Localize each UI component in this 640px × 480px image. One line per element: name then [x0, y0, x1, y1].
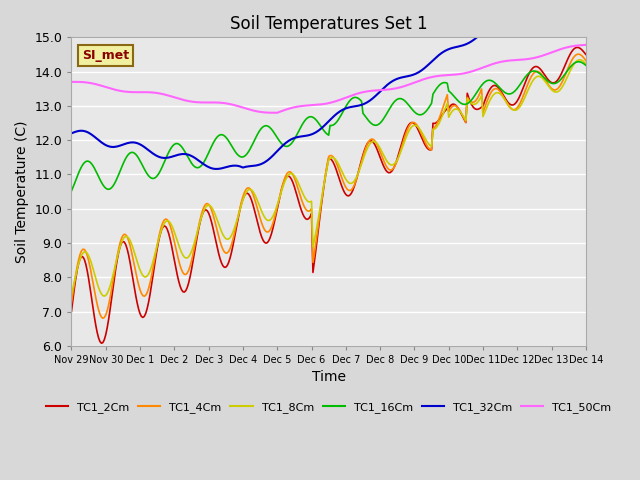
Y-axis label: Soil Temperature (C): Soil Temperature (C): [15, 120, 29, 263]
TC1_4Cm: [379, 156, 387, 162]
TC1_16Cm: [82, 159, 90, 165]
TC1_50Cm: [362, 89, 370, 95]
TC1_50Cm: [163, 92, 171, 98]
TC1_2Cm: [362, 144, 370, 149]
TC1_50Cm: [82, 80, 90, 85]
TC1_4Cm: [362, 145, 370, 151]
TC1_16Cm: [582, 62, 589, 68]
TC1_8Cm: [582, 61, 589, 67]
TC1_4Cm: [575, 51, 582, 57]
TC1_32Cm: [582, 17, 589, 23]
TC1_2Cm: [68, 309, 76, 314]
TC1_8Cm: [390, 161, 398, 167]
TC1_50Cm: [379, 87, 387, 93]
TC1_4Cm: [164, 219, 172, 225]
TC1_8Cm: [100, 293, 108, 299]
TC1_32Cm: [495, 17, 502, 23]
TC1_2Cm: [164, 230, 172, 236]
TC1_16Cm: [389, 101, 397, 107]
TC1_2Cm: [98, 340, 106, 346]
TC1_50Cm: [68, 79, 76, 85]
TC1_16Cm: [575, 59, 582, 65]
TC1_4Cm: [520, 90, 528, 96]
TC1_16Cm: [360, 112, 368, 118]
TC1_16Cm: [163, 153, 171, 158]
TC1_4Cm: [82, 249, 90, 254]
Line: TC1_32Cm: TC1_32Cm: [72, 20, 586, 169]
TC1_8Cm: [379, 151, 387, 157]
TC1_50Cm: [520, 57, 528, 62]
TC1_32Cm: [212, 166, 220, 172]
TC1_2Cm: [379, 162, 387, 168]
TC1_32Cm: [522, 17, 530, 23]
Line: TC1_16Cm: TC1_16Cm: [72, 62, 586, 191]
TC1_8Cm: [520, 96, 528, 101]
TC1_8Cm: [362, 149, 370, 155]
TC1_2Cm: [82, 261, 90, 267]
Line: TC1_4Cm: TC1_4Cm: [72, 54, 586, 318]
X-axis label: Time: Time: [312, 371, 346, 384]
TC1_4Cm: [582, 58, 589, 63]
Text: SI_met: SI_met: [82, 49, 129, 62]
TC1_50Cm: [582, 42, 589, 48]
Title: Soil Temperatures Set 1: Soil Temperatures Set 1: [230, 15, 428, 33]
TC1_2Cm: [390, 164, 398, 169]
TC1_32Cm: [82, 129, 90, 134]
TC1_32Cm: [379, 86, 387, 92]
TC1_32Cm: [390, 77, 398, 83]
Legend: TC1_2Cm, TC1_4Cm, TC1_8Cm, TC1_16Cm, TC1_32Cm, TC1_50Cm: TC1_2Cm, TC1_4Cm, TC1_8Cm, TC1_16Cm, TC1…: [42, 397, 616, 418]
TC1_16Cm: [68, 188, 76, 194]
TC1_16Cm: [378, 119, 385, 124]
Line: TC1_8Cm: TC1_8Cm: [72, 60, 586, 296]
TC1_2Cm: [520, 82, 528, 87]
TC1_8Cm: [82, 249, 90, 255]
TC1_32Cm: [163, 155, 171, 161]
TC1_2Cm: [582, 51, 589, 57]
TC1_4Cm: [68, 300, 76, 305]
TC1_8Cm: [68, 292, 76, 298]
Line: TC1_2Cm: TC1_2Cm: [72, 48, 586, 343]
TC1_4Cm: [390, 164, 398, 170]
Line: TC1_50Cm: TC1_50Cm: [72, 45, 586, 113]
TC1_50Cm: [390, 86, 398, 92]
TC1_2Cm: [573, 45, 581, 50]
TC1_50Cm: [271, 110, 278, 116]
TC1_4Cm: [99, 315, 107, 321]
TC1_32Cm: [362, 100, 370, 106]
TC1_32Cm: [68, 131, 76, 136]
TC1_8Cm: [576, 57, 584, 63]
TC1_16Cm: [519, 77, 527, 83]
TC1_8Cm: [164, 218, 172, 224]
